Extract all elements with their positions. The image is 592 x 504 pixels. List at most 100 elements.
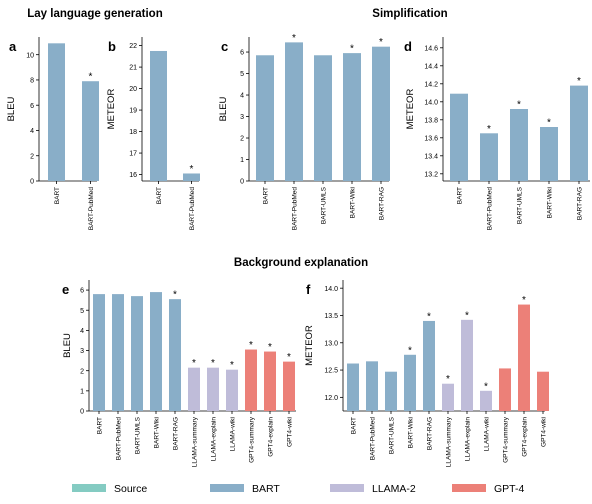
x-tick-label: BART-PubMed	[370, 417, 377, 461]
y-tick-label: 2	[30, 153, 34, 160]
significance-star: *	[577, 76, 581, 87]
panel-d: d METEOR 13.2 13.4 13.6 13.8 14.0 14.2 14.4 14.6 B…	[404, 37, 590, 230]
y-tick-label: 6	[240, 50, 244, 57]
panel-letter: b	[108, 39, 116, 54]
bar-bart-pubmed	[183, 173, 200, 181]
panel-f: f METEOR 12.0 12.5 13.0 13.5 14.0 BART BART-PubM…	[304, 280, 549, 467]
section-title-bg: Background explanation	[234, 257, 368, 269]
significance-star: *	[211, 358, 215, 369]
significance-star: *	[350, 44, 354, 55]
y-tick-label: 0	[30, 179, 34, 186]
x-tick-label: LLAMA-summary	[446, 416, 453, 467]
x-tick-label: BART	[156, 187, 163, 204]
significance-star: *	[547, 118, 551, 129]
significance-star: *	[379, 37, 383, 48]
bar-bart-wiki	[404, 354, 416, 411]
x-tick-label: BART-PubMed	[88, 187, 95, 231]
legend-swatch-gpt-4	[452, 484, 486, 492]
bar-bart-umls	[510, 109, 528, 181]
bar-bart-wiki	[343, 53, 361, 182]
x-tick-label: LLAMA-wiki	[484, 417, 491, 451]
y-tick-label: 12.5	[324, 368, 338, 375]
bar-bart	[256, 55, 274, 181]
x-tick-label: LLAMA-explain	[211, 417, 218, 461]
x-tick-label: BART-RAG	[173, 417, 180, 450]
x-tick-label: BART	[351, 417, 358, 434]
y-tick-label: 13.5	[324, 313, 338, 320]
y-tick-label: 6	[80, 288, 84, 295]
x-tick-label: BART-PubMed	[487, 187, 494, 231]
panel-letter: f	[306, 282, 311, 297]
x-tick-label: BART-PubMed	[292, 187, 299, 231]
significance-star: *	[427, 311, 431, 322]
y-tick-label: 8	[30, 78, 34, 85]
bar-bart-pubmed	[82, 81, 99, 181]
significance-star: *	[465, 310, 469, 321]
bar-bart-umls	[385, 371, 397, 411]
significance-star: *	[517, 100, 521, 111]
bar-bart-rag	[570, 85, 588, 181]
x-tick-label: BART-Wiki	[408, 417, 415, 448]
section-title-simp: Simplification	[372, 8, 447, 20]
panel-letter: c	[221, 39, 228, 54]
bar-gpt4-explain	[264, 351, 276, 411]
significance-star: *	[89, 72, 93, 83]
legend-label: Source	[114, 483, 147, 495]
y-tick-label: 12.0	[324, 395, 338, 402]
x-tick-label: BART-PubMed	[189, 187, 196, 231]
y-tick-label: 0	[240, 179, 244, 186]
significance-star: *	[484, 381, 488, 392]
bar-bart	[150, 50, 167, 181]
y-tick-label: 4	[80, 328, 84, 335]
panel-letter: d	[404, 39, 412, 54]
significance-star: *	[292, 33, 296, 44]
legend-swatch-source	[72, 484, 106, 492]
x-tick-label: GPT4-explain	[268, 417, 275, 457]
y-tick-label: 2	[240, 136, 244, 143]
y-tick-label: 13.6	[424, 135, 438, 142]
bar-bart-rag	[423, 320, 435, 411]
y-tick-label: 13.0	[324, 340, 338, 347]
legend-label: BART	[252, 483, 280, 495]
significance-star: *	[192, 358, 196, 369]
bar-bart-rag	[169, 299, 181, 411]
significance-star: *	[268, 342, 272, 353]
y-tick-label: 14.4	[424, 63, 438, 70]
y-tick-label: 14.6	[424, 45, 438, 52]
y-axis-label: BLEU	[218, 96, 229, 121]
y-axis-label: BLEU	[6, 96, 17, 121]
bar-bart-pubmed	[285, 42, 303, 181]
bar-llama-explain	[461, 319, 473, 411]
bar-bart-wiki	[150, 292, 162, 411]
y-tick-label: 5	[80, 308, 84, 315]
y-axis-label: METEOR	[304, 325, 315, 366]
x-tick-label: LLAMA-explain	[465, 417, 472, 461]
x-tick-label: GPT4-summary	[503, 416, 510, 463]
x-tick-label: BART-Wiki	[547, 187, 554, 218]
y-axis-label: METEOR	[405, 89, 416, 130]
bar-bart-umls	[314, 55, 332, 181]
x-tick-label: BART-UMLS	[389, 416, 396, 454]
legend-label: GPT-4	[494, 483, 525, 495]
y-tick-label: 5	[240, 71, 244, 78]
bar-gpt4-wiki	[283, 361, 295, 411]
y-tick-label: 14.2	[424, 81, 438, 88]
x-tick-label: LLAMA-summary	[192, 416, 199, 467]
y-tick-label: 3	[80, 348, 84, 355]
panel-letter: a	[9, 39, 17, 54]
x-tick-label: BART-RAG	[577, 187, 584, 220]
y-tick-label: 13.4	[424, 153, 438, 160]
bar-bart-umls	[131, 296, 143, 411]
significance-star: *	[173, 290, 177, 301]
y-tick-label: 6	[30, 103, 34, 110]
significance-star: *	[446, 374, 450, 385]
y-tick-label: 2	[80, 368, 84, 375]
y-tick-label: 17	[129, 151, 137, 158]
y-tick-label: 13.8	[424, 117, 438, 124]
significance-star: *	[287, 352, 291, 363]
x-tick-label: BART-PubMed	[116, 417, 123, 461]
bar-bart-wiki	[540, 127, 558, 181]
y-tick-label: 1	[240, 157, 244, 164]
x-tick-label: GPT4-explain	[522, 417, 529, 457]
